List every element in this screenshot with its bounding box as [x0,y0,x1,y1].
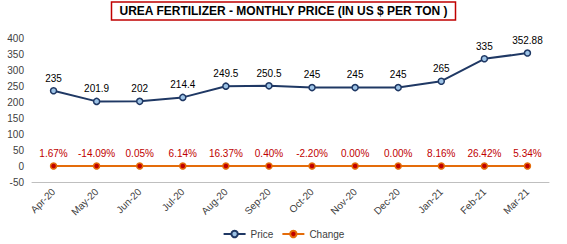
svg-text:Nov-20: Nov-20 [328,186,359,217]
svg-text:UREA FERTILIZER - MONTHLY PRIC: UREA FERTILIZER - MONTHLY PRICE (IN US $… [119,4,447,18]
svg-text:352.88: 352.88 [512,35,543,46]
svg-text:0.05%: 0.05% [126,148,154,159]
svg-text:Oct-20: Oct-20 [287,186,316,215]
svg-text:Jun-20: Jun-20 [114,186,144,216]
svg-text:Feb-21: Feb-21 [458,186,488,216]
svg-text:Mar-21: Mar-21 [501,186,531,216]
svg-text:8.16%: 8.16% [427,148,455,159]
svg-text:250: 250 [7,81,24,92]
svg-text:0.00%: 0.00% [341,148,369,159]
svg-text:1.67%: 1.67% [39,148,67,159]
svg-text:16.37%: 16.37% [209,148,243,159]
svg-text:5.34%: 5.34% [513,148,541,159]
svg-text:Apr-20: Apr-20 [28,186,57,215]
svg-text:Dec-20: Dec-20 [372,186,403,217]
svg-text:Change: Change [309,229,344,240]
svg-text:0: 0 [18,161,24,172]
svg-text:Price: Price [251,229,274,240]
svg-text:26.42%: 26.42% [467,148,501,159]
svg-text:245: 245 [304,69,321,80]
svg-text:202: 202 [131,83,148,94]
svg-text:249.5: 249.5 [213,68,238,79]
svg-text:201.9: 201.9 [84,83,109,94]
svg-text:200: 200 [7,97,24,108]
svg-text:Jan-21: Jan-21 [416,186,446,216]
svg-text:0.00%: 0.00% [384,148,412,159]
svg-text:350: 350 [7,49,24,60]
svg-text:245: 245 [347,69,364,80]
svg-text:265: 265 [433,63,450,74]
svg-text:0.40%: 0.40% [255,148,283,159]
svg-text:-50: -50 [10,177,25,188]
svg-text:Sep-20: Sep-20 [242,186,273,217]
svg-text:300: 300 [7,65,24,76]
svg-text:6.14%: 6.14% [169,148,197,159]
svg-text:245: 245 [390,69,407,80]
svg-text:50: 50 [13,145,25,156]
svg-text:150: 150 [7,113,24,124]
svg-text:Jul-20: Jul-20 [160,186,187,213]
svg-text:-2.20%: -2.20% [296,148,328,159]
svg-text:214.4: 214.4 [170,79,195,90]
svg-text:Aug-20: Aug-20 [199,186,230,217]
svg-text:400: 400 [7,33,24,44]
svg-text:335: 335 [476,41,493,52]
svg-text:100: 100 [7,129,24,140]
svg-text:250.5: 250.5 [256,68,281,79]
svg-text:-14.09%: -14.09% [78,148,115,159]
svg-text:May-20: May-20 [69,186,101,218]
svg-text:235: 235 [45,73,62,84]
